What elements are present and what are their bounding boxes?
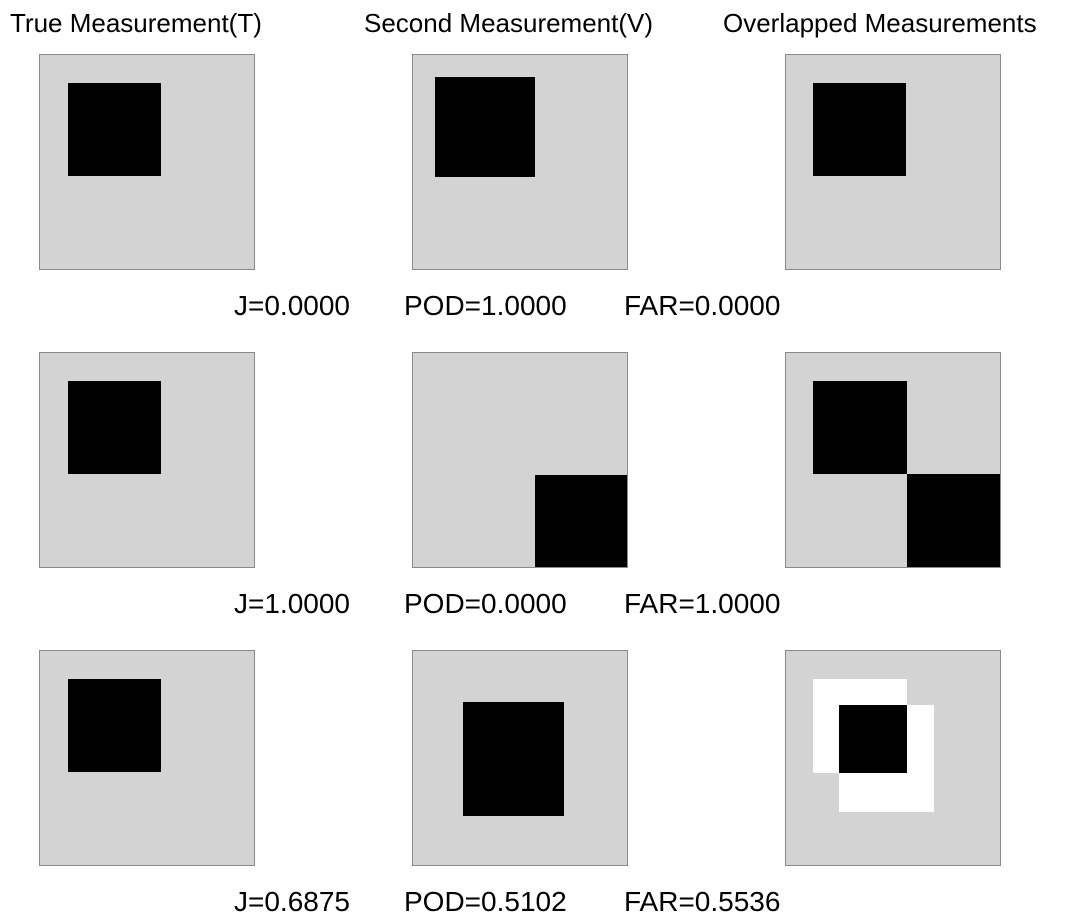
row3-jaccard-value: J=0.6875 (234, 886, 350, 917)
row2-true-panel (39, 352, 255, 568)
second-region (435, 77, 535, 177)
row2-second-panel (412, 352, 628, 568)
row2-far-value: FAR=1.0000 (624, 588, 781, 619)
intersection-region (839, 705, 907, 773)
row3-second-panel (412, 650, 628, 866)
row3-true-panel (39, 650, 255, 866)
true-region (813, 381, 907, 474)
column-title-overlapped-measurements: Overlapped Measurements (723, 8, 1037, 38)
row3-overlap-panel (785, 650, 1001, 866)
row1-overlap-panel (785, 54, 1001, 270)
row1-far-value: FAR=0.0000 (624, 290, 781, 321)
column-title-true-measurement: True Measurement(T) (10, 8, 262, 38)
row2-overlap-panel (785, 352, 1001, 568)
overlap-region (813, 83, 906, 176)
true-region (68, 679, 161, 772)
second-region (535, 475, 627, 567)
row2-jaccard-value: J=1.0000 (234, 588, 350, 619)
row3-far-value: FAR=0.5536 (624, 886, 781, 917)
row1-true-panel (39, 54, 255, 270)
true-region (68, 381, 161, 474)
column-title-second-measurement: Second Measurement(V) (364, 8, 654, 38)
row1-jaccard-value: J=0.0000 (234, 290, 350, 321)
row1-pod-value: POD=1.0000 (404, 290, 567, 321)
row2-pod-value: POD=0.0000 (404, 588, 567, 619)
second-region (463, 702, 564, 816)
second-region (907, 474, 1000, 567)
true-region (68, 83, 161, 176)
row3-pod-value: POD=0.5102 (404, 886, 567, 917)
row1-second-panel (412, 54, 628, 270)
